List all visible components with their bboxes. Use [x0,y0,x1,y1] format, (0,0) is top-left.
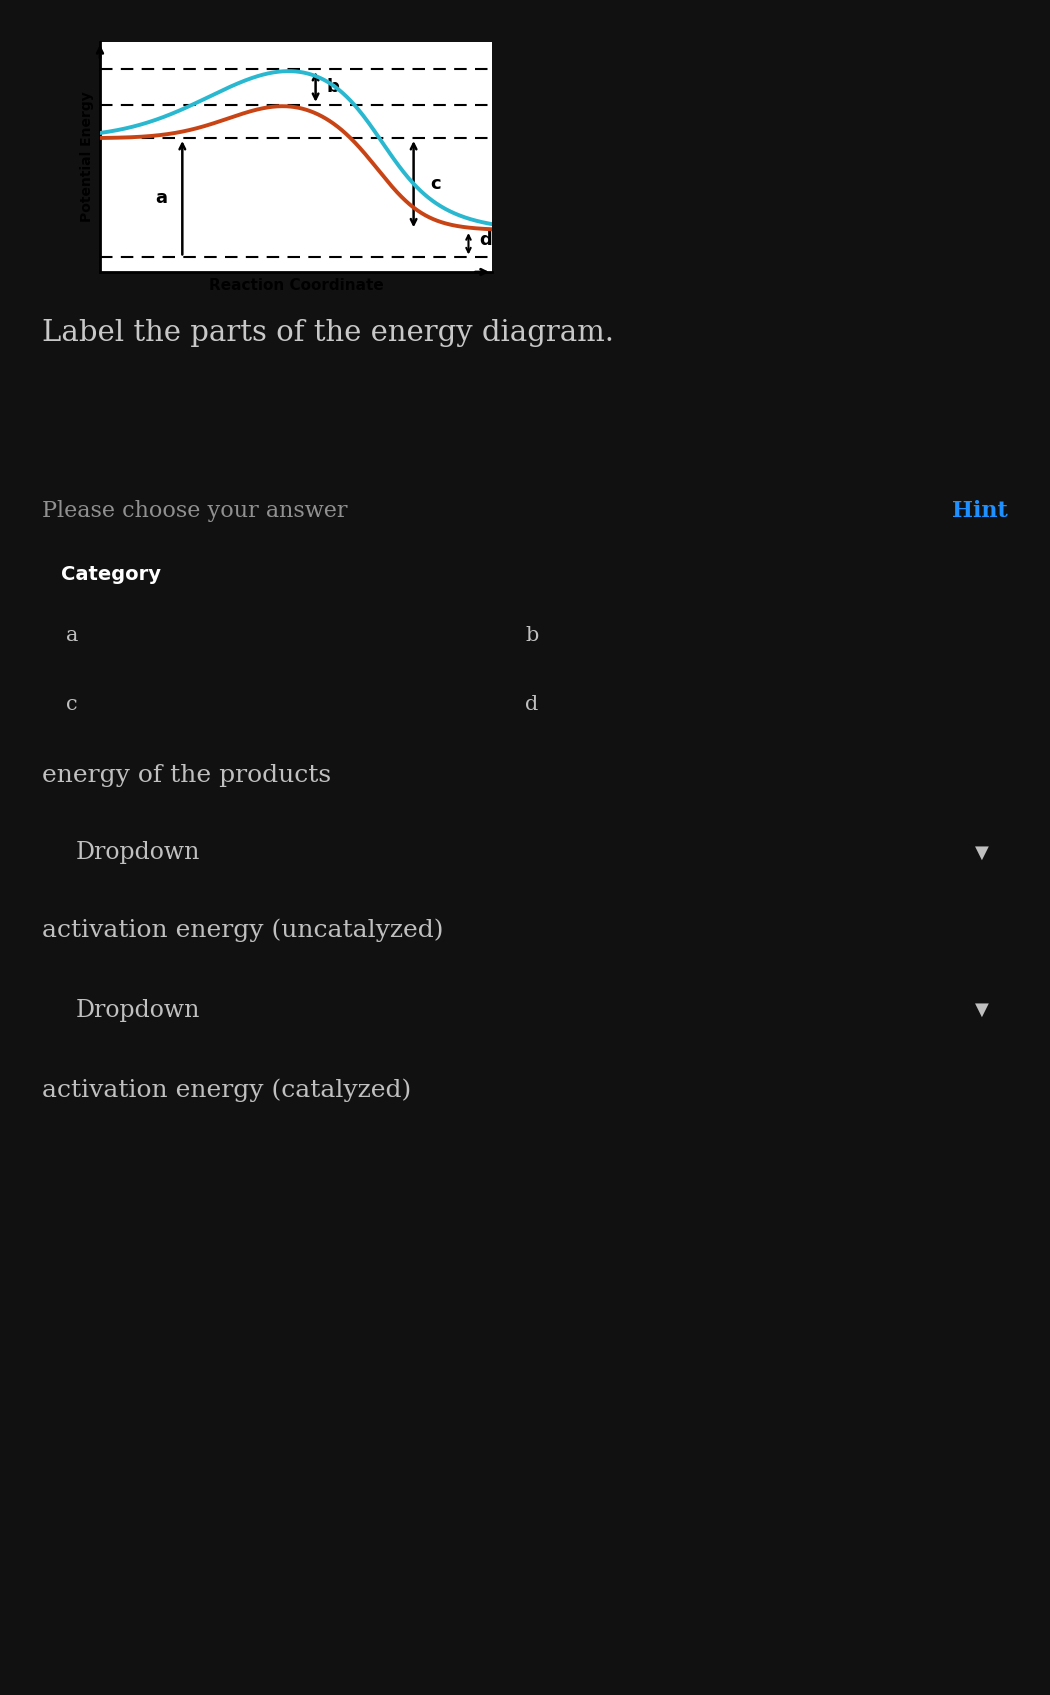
Text: a: a [154,188,167,207]
Text: activation energy (catalyzed): activation energy (catalyzed) [42,1078,412,1102]
Text: ▼: ▼ [975,844,989,861]
Text: energy of the products: energy of the products [42,764,331,788]
Text: activation energy (uncatalyzed): activation energy (uncatalyzed) [42,919,443,942]
Text: b: b [525,627,539,646]
Text: Dropdown: Dropdown [76,841,201,864]
Text: Please choose your answer: Please choose your answer [42,500,348,522]
Text: Hint: Hint [952,500,1008,522]
Text: Label the parts of the energy diagram.: Label the parts of the energy diagram. [42,319,614,347]
Text: Category: Category [61,564,161,583]
Text: Dropdown: Dropdown [76,998,201,1022]
Text: b: b [327,78,340,97]
Y-axis label: Potential Energy: Potential Energy [81,92,94,222]
Text: c: c [429,175,440,193]
Text: d: d [525,695,539,714]
Text: ▼: ▼ [975,1002,989,1019]
Text: d: d [480,231,492,249]
Text: a: a [66,627,79,646]
X-axis label: Reaction Coordinate: Reaction Coordinate [209,278,383,293]
Text: c: c [66,695,78,714]
